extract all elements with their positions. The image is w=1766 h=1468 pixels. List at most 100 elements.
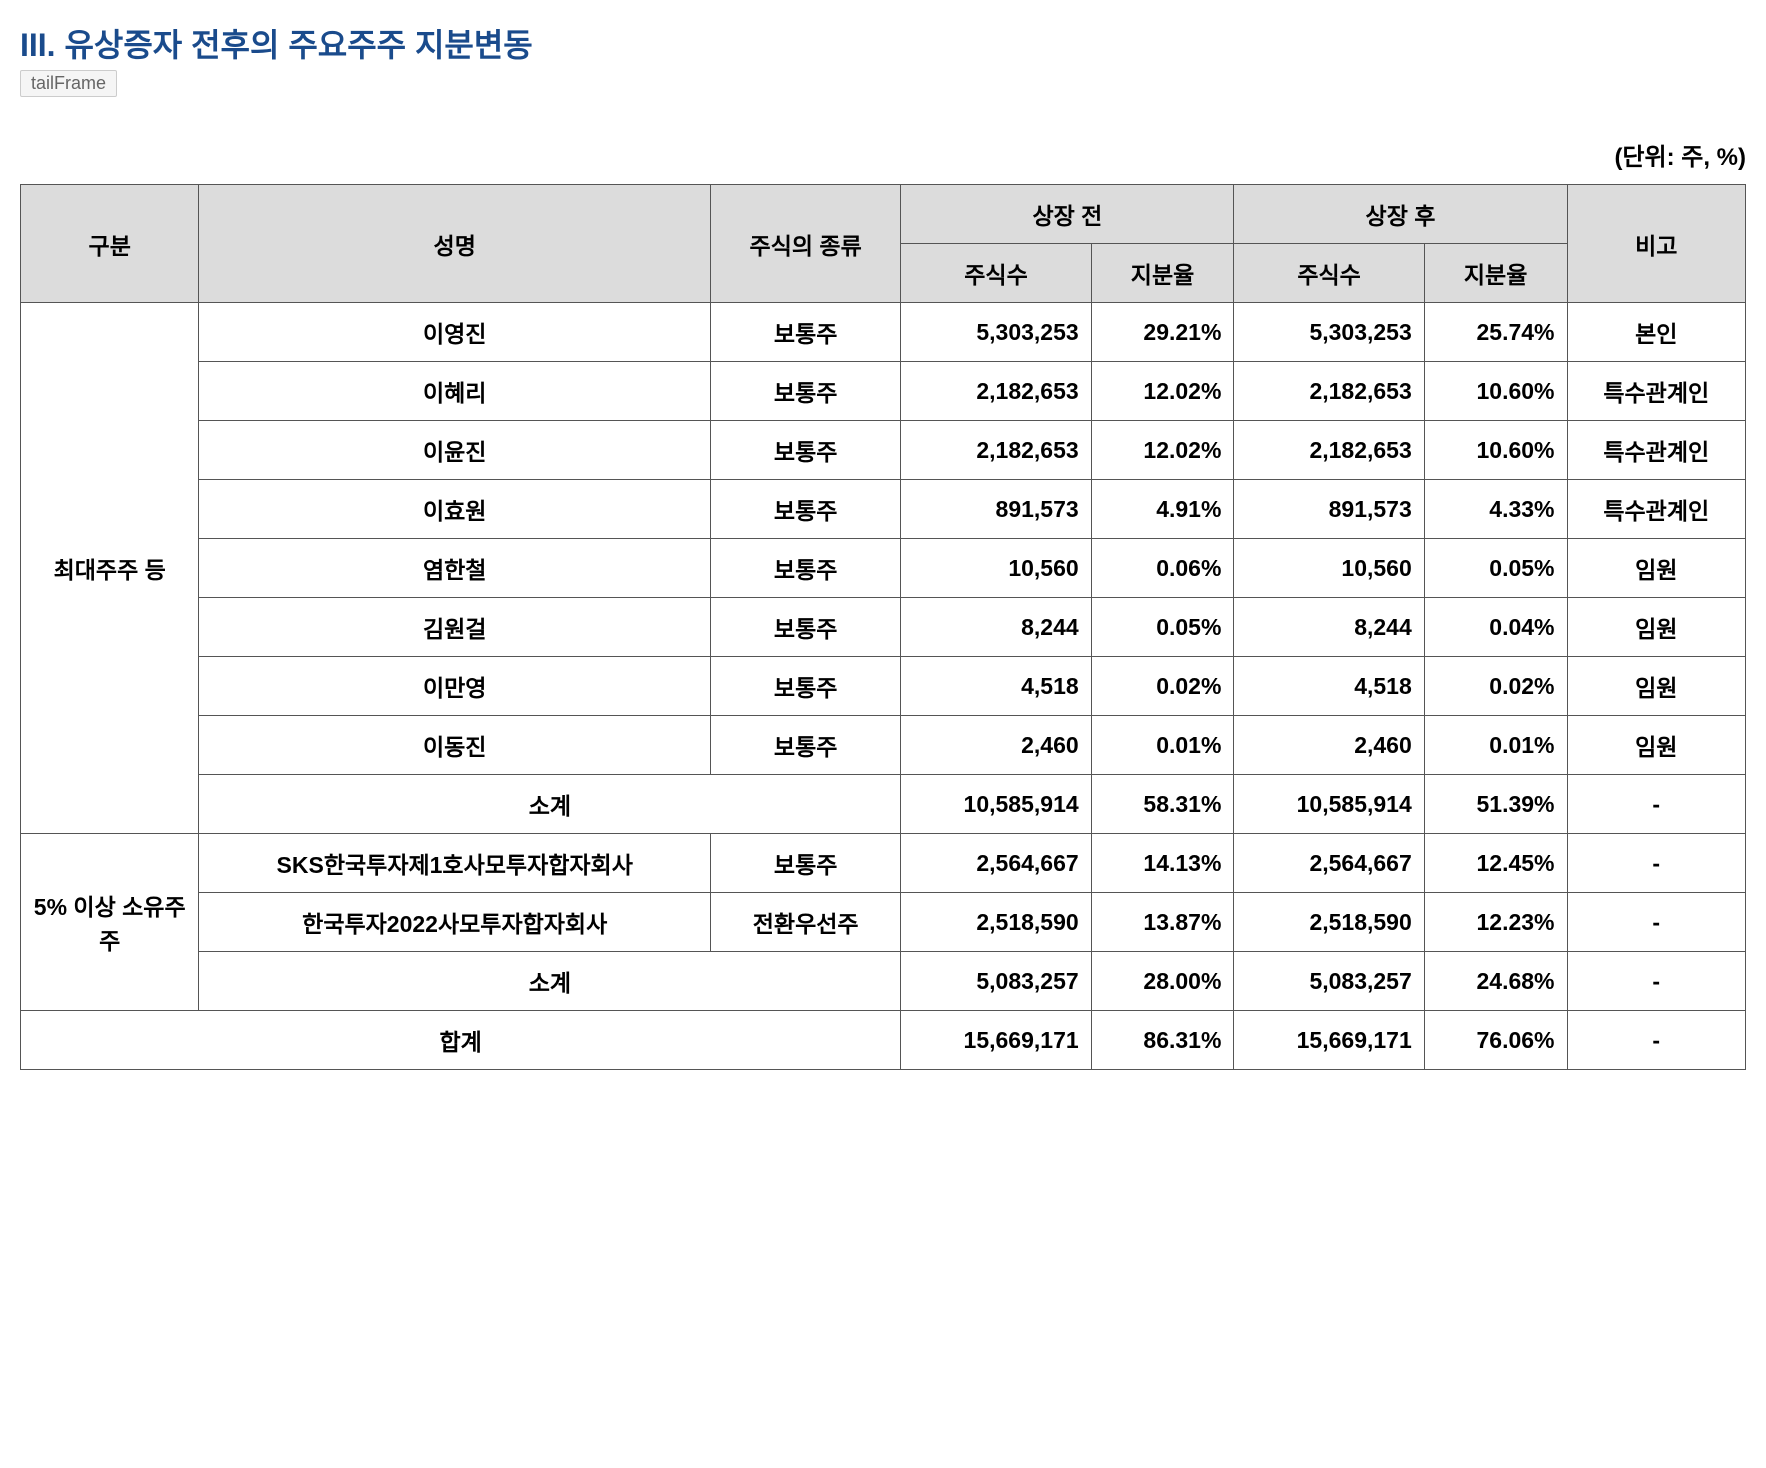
name-cell: 염한철 [199, 539, 711, 598]
before-percent-cell: 86.31% [1091, 1011, 1234, 1070]
after-percent-cell: 0.01% [1424, 716, 1567, 775]
before-shares-cell: 2,460 [901, 716, 1091, 775]
header-after-percent: 지분율 [1424, 244, 1567, 303]
table-row: 이혜리보통주2,182,65312.02%2,182,65310.60%특수관계… [21, 362, 1746, 421]
before-shares-cell: 2,182,653 [901, 362, 1091, 421]
before-shares-cell: 8,244 [901, 598, 1091, 657]
table-row: 이윤진보통주2,182,65312.02%2,182,65310.60%특수관계… [21, 421, 1746, 480]
subtotal-label-cell: 소계 [199, 775, 901, 834]
header-after: 상장 후 [1234, 185, 1567, 244]
after-shares-cell: 15,669,171 [1234, 1011, 1424, 1070]
stock-type-cell: 보통주 [710, 539, 900, 598]
after-percent-cell: 12.23% [1424, 893, 1567, 952]
before-percent-cell: 58.31% [1091, 775, 1234, 834]
before-shares-cell: 5,303,253 [901, 303, 1091, 362]
after-percent-cell: 51.39% [1424, 775, 1567, 834]
after-shares-cell: 10,585,914 [1234, 775, 1424, 834]
after-percent-cell: 0.05% [1424, 539, 1567, 598]
header-before-percent: 지분율 [1091, 244, 1234, 303]
stock-type-cell: 보통주 [710, 303, 900, 362]
after-percent-cell: 0.04% [1424, 598, 1567, 657]
before-percent-cell: 0.01% [1091, 716, 1234, 775]
total-label-cell: 합계 [21, 1011, 901, 1070]
subtotal-label-cell: 소계 [199, 952, 901, 1011]
after-percent-cell: 25.74% [1424, 303, 1567, 362]
unit-label: (단위: 주, %) [20, 137, 1746, 172]
header-before-shares: 주식수 [901, 244, 1091, 303]
after-shares-cell: 2,182,653 [1234, 362, 1424, 421]
header-category: 구분 [21, 185, 199, 303]
before-percent-cell: 0.06% [1091, 539, 1234, 598]
after-shares-cell: 8,244 [1234, 598, 1424, 657]
after-percent-cell: 0.02% [1424, 657, 1567, 716]
table-row: 이동진보통주2,4600.01%2,4600.01%임원 [21, 716, 1746, 775]
total-row: 합계15,669,17186.31%15,669,17176.06%- [21, 1011, 1746, 1070]
subtotal-row: 소계5,083,25728.00%5,083,25724.68%- [21, 952, 1746, 1011]
header-stock-type: 주식의 종류 [710, 185, 900, 303]
after-shares-cell: 5,303,253 [1234, 303, 1424, 362]
stock-type-cell: 보통주 [710, 480, 900, 539]
before-percent-cell: 29.21% [1091, 303, 1234, 362]
note-cell: - [1567, 952, 1745, 1011]
after-shares-cell: 10,560 [1234, 539, 1424, 598]
name-cell: SKS한국투자제1호사모투자합자회사 [199, 834, 711, 893]
shareholder-table: 구분 성명 주식의 종류 상장 전 상장 후 비고 주식수 지분율 주식수 지분… [20, 184, 1746, 1070]
stock-type-cell: 전환우선주 [710, 893, 900, 952]
tailframe-badge: tailFrame [20, 70, 117, 97]
stock-type-cell: 보통주 [710, 421, 900, 480]
after-shares-cell: 2,460 [1234, 716, 1424, 775]
table-row: 이만영보통주4,5180.02%4,5180.02%임원 [21, 657, 1746, 716]
name-cell: 이윤진 [199, 421, 711, 480]
note-cell: 임원 [1567, 598, 1745, 657]
after-shares-cell: 5,083,257 [1234, 952, 1424, 1011]
before-percent-cell: 0.02% [1091, 657, 1234, 716]
after-shares-cell: 4,518 [1234, 657, 1424, 716]
note-cell: 임원 [1567, 716, 1745, 775]
note-cell: 임원 [1567, 539, 1745, 598]
header-before: 상장 전 [901, 185, 1234, 244]
stock-type-cell: 보통주 [710, 716, 900, 775]
before-percent-cell: 0.05% [1091, 598, 1234, 657]
after-percent-cell: 76.06% [1424, 1011, 1567, 1070]
table-row: 이효원보통주891,5734.91%891,5734.33%특수관계인 [21, 480, 1746, 539]
category-cell: 5% 이상 소유주주 [21, 834, 199, 1011]
before-percent-cell: 4.91% [1091, 480, 1234, 539]
table-row: 염한철보통주10,5600.06%10,5600.05%임원 [21, 539, 1746, 598]
before-shares-cell: 2,564,667 [901, 834, 1091, 893]
name-cell: 이영진 [199, 303, 711, 362]
header-note: 비고 [1567, 185, 1745, 303]
note-cell: - [1567, 893, 1745, 952]
before-shares-cell: 2,182,653 [901, 421, 1091, 480]
note-cell: 임원 [1567, 657, 1745, 716]
stock-type-cell: 보통주 [710, 834, 900, 893]
after-shares-cell: 2,518,590 [1234, 893, 1424, 952]
table-row: 최대주주 등이영진보통주5,303,25329.21%5,303,25325.7… [21, 303, 1746, 362]
after-percent-cell: 24.68% [1424, 952, 1567, 1011]
header-name: 성명 [199, 185, 711, 303]
after-percent-cell: 4.33% [1424, 480, 1567, 539]
after-shares-cell: 891,573 [1234, 480, 1424, 539]
table-row: 한국투자2022사모투자합자회사전환우선주2,518,59013.87%2,51… [21, 893, 1746, 952]
subtotal-row: 소계10,585,91458.31%10,585,91451.39%- [21, 775, 1746, 834]
name-cell: 이혜리 [199, 362, 711, 421]
note-cell: - [1567, 1011, 1745, 1070]
before-percent-cell: 13.87% [1091, 893, 1234, 952]
stock-type-cell: 보통주 [710, 598, 900, 657]
stock-type-cell: 보통주 [710, 657, 900, 716]
before-percent-cell: 12.02% [1091, 421, 1234, 480]
note-cell: 본인 [1567, 303, 1745, 362]
note-cell: 특수관계인 [1567, 480, 1745, 539]
table-row: 김원걸보통주8,2440.05%8,2440.04%임원 [21, 598, 1746, 657]
before-shares-cell: 5,083,257 [901, 952, 1091, 1011]
name-cell: 한국투자2022사모투자합자회사 [199, 893, 711, 952]
table-row: 5% 이상 소유주주SKS한국투자제1호사모투자합자회사보통주2,564,667… [21, 834, 1746, 893]
before-shares-cell: 10,560 [901, 539, 1091, 598]
name-cell: 이효원 [199, 480, 711, 539]
after-percent-cell: 12.45% [1424, 834, 1567, 893]
stock-type-cell: 보통주 [710, 362, 900, 421]
before-shares-cell: 4,518 [901, 657, 1091, 716]
before-percent-cell: 14.13% [1091, 834, 1234, 893]
before-percent-cell: 28.00% [1091, 952, 1234, 1011]
name-cell: 이동진 [199, 716, 711, 775]
after-shares-cell: 2,564,667 [1234, 834, 1424, 893]
